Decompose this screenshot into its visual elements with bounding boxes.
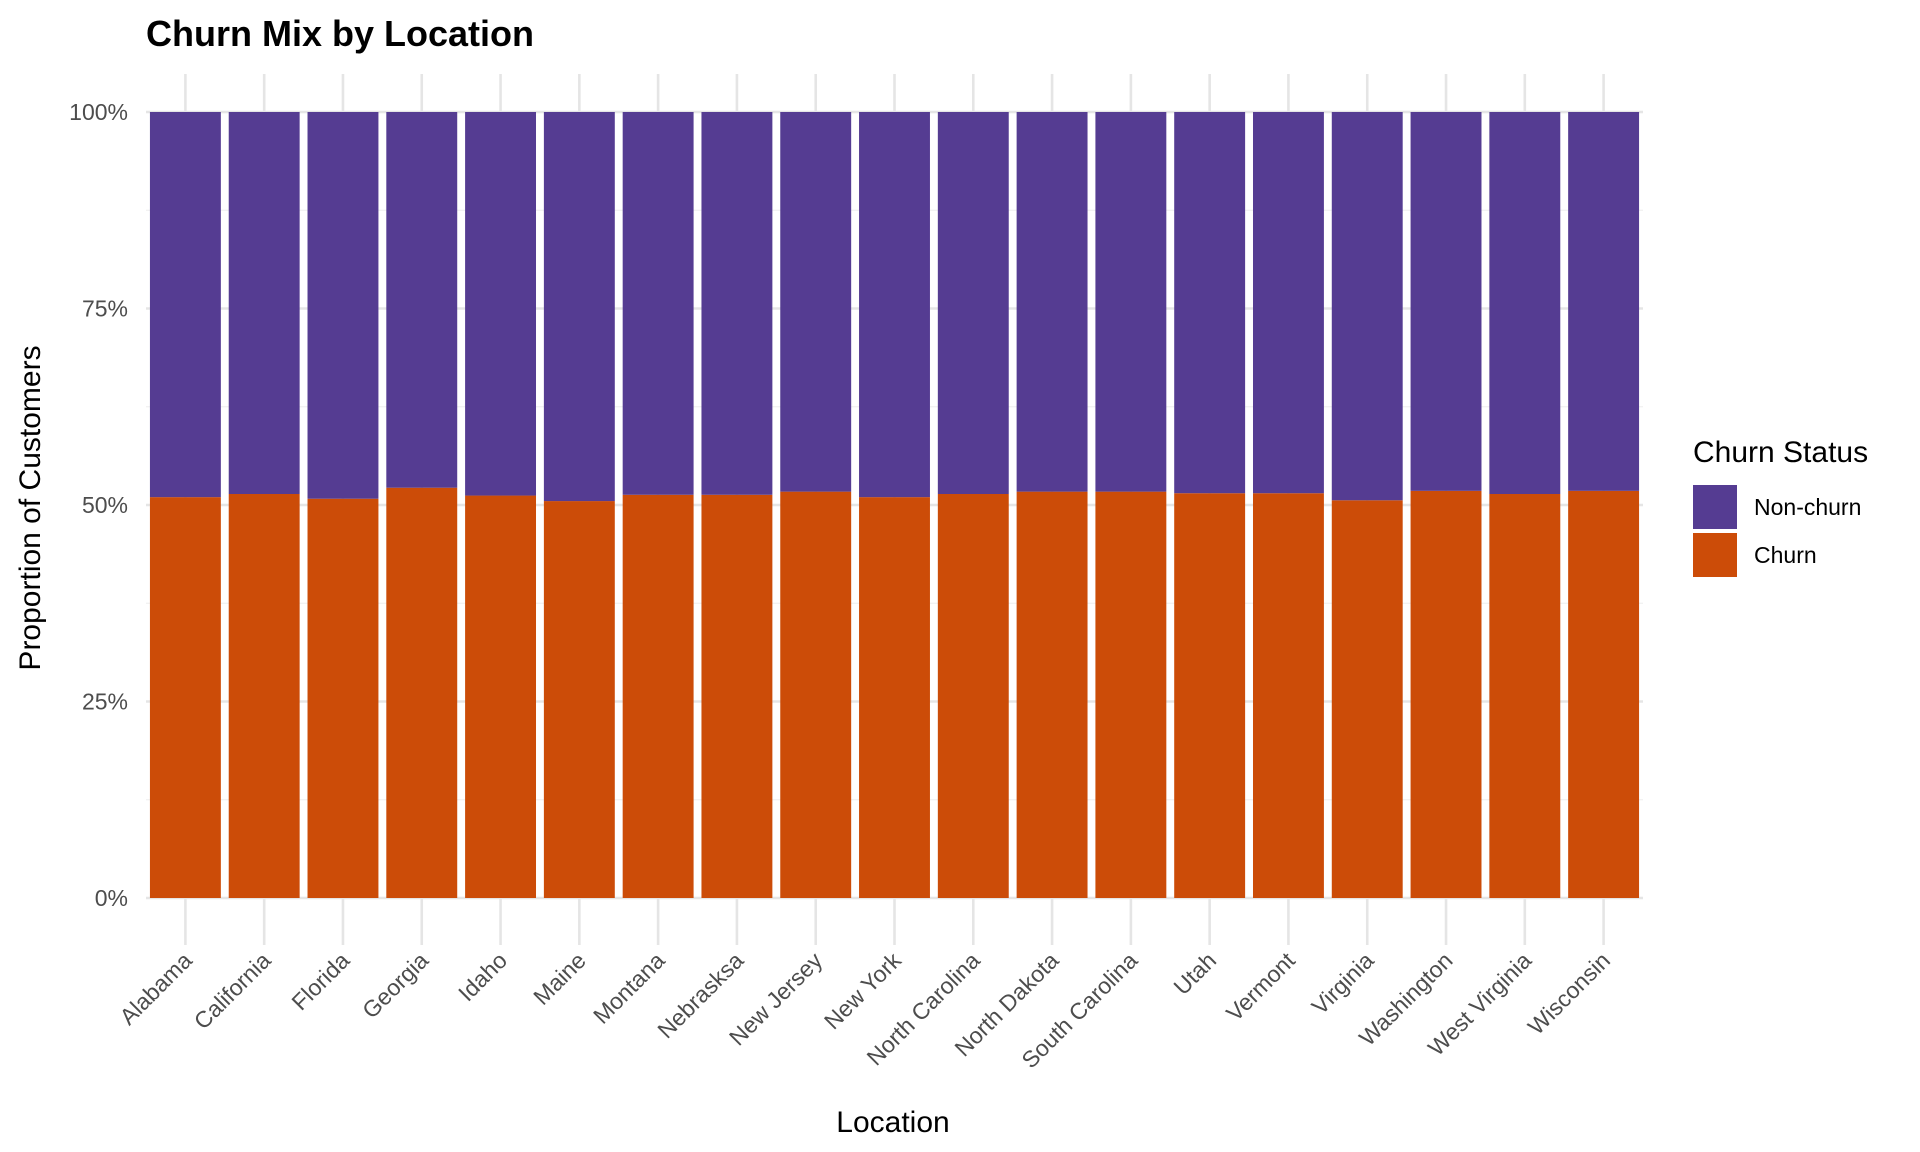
bar-non-churn xyxy=(1568,112,1640,491)
bar-non-churn xyxy=(543,112,615,502)
y-tick-label: 50% xyxy=(82,492,128,518)
x-tick-label: Montana xyxy=(588,947,670,1029)
bar-non-churn xyxy=(386,112,458,488)
bar-non-churn xyxy=(1174,112,1246,494)
x-tick-label: Maine xyxy=(528,947,591,1010)
bar-churn xyxy=(386,487,458,898)
bar-non-churn xyxy=(1489,112,1561,494)
bar-non-churn xyxy=(780,112,852,492)
y-axis: 0% 25% 50% 75% 100% xyxy=(69,99,128,911)
bar-non-churn xyxy=(307,112,379,499)
bar-churn xyxy=(228,493,300,898)
x-tick-label: Alabama xyxy=(114,947,197,1030)
legend-label: Churn xyxy=(1754,542,1817,568)
bar-churn xyxy=(1252,493,1324,898)
x-tick-label: California xyxy=(189,947,276,1034)
bar-churn xyxy=(701,494,773,898)
bar-non-churn xyxy=(622,112,694,495)
x-tick-label: Virginia xyxy=(1306,947,1378,1019)
x-tick-label: Georgia xyxy=(357,947,433,1023)
legend-swatch xyxy=(1693,533,1737,577)
x-axis-title: Location xyxy=(836,1106,949,1139)
bar-non-churn xyxy=(1016,112,1088,492)
y-tick-label: 100% xyxy=(69,99,128,125)
bar-churn xyxy=(859,497,930,898)
bar-churn xyxy=(1095,491,1167,898)
y-axis-title: Proportion of Customers xyxy=(14,345,47,670)
bar-churn xyxy=(1410,490,1482,898)
bar-churn xyxy=(1174,493,1246,898)
bar-churn xyxy=(1568,490,1640,898)
bar-churn xyxy=(307,498,379,898)
chart-title: Churn Mix by Location xyxy=(146,13,534,54)
y-tick-label: 75% xyxy=(82,296,128,322)
bar-churn xyxy=(1016,491,1088,898)
bar-churn xyxy=(149,497,221,898)
bar-non-churn xyxy=(1095,112,1167,492)
bar-non-churn xyxy=(937,112,1009,494)
bar-churn xyxy=(780,491,852,898)
y-tick-label: 25% xyxy=(82,689,128,715)
x-tick-label: Vermont xyxy=(1221,947,1300,1026)
bar-non-churn xyxy=(465,112,537,496)
legend-swatch xyxy=(1693,485,1737,529)
bar-non-churn xyxy=(1410,112,1482,491)
legend: Churn Status Non-churn Churn xyxy=(1693,436,1868,577)
bar-churn xyxy=(937,493,1009,898)
x-tick-label: Utah xyxy=(1168,947,1221,1000)
bar-churn xyxy=(543,501,615,898)
legend-title: Churn Status xyxy=(1693,436,1868,469)
bar-non-churn xyxy=(701,112,773,495)
x-tick-label: Florida xyxy=(286,947,354,1015)
bar-non-churn xyxy=(859,112,930,498)
bar-churn xyxy=(1489,493,1561,898)
bar-churn xyxy=(622,494,694,898)
bar-non-churn xyxy=(149,112,221,498)
bar-non-churn xyxy=(1331,112,1403,501)
y-tick-label: 0% xyxy=(95,885,128,911)
legend-label: Non-churn xyxy=(1754,494,1861,520)
bars xyxy=(149,112,1640,898)
bar-churn xyxy=(465,495,537,898)
bar-non-churn xyxy=(1252,112,1324,494)
x-tick-label: Wisconsin xyxy=(1523,947,1615,1039)
bar-non-churn xyxy=(228,112,300,494)
bar-churn xyxy=(1331,500,1403,898)
x-tick-label: Idaho xyxy=(453,947,512,1006)
